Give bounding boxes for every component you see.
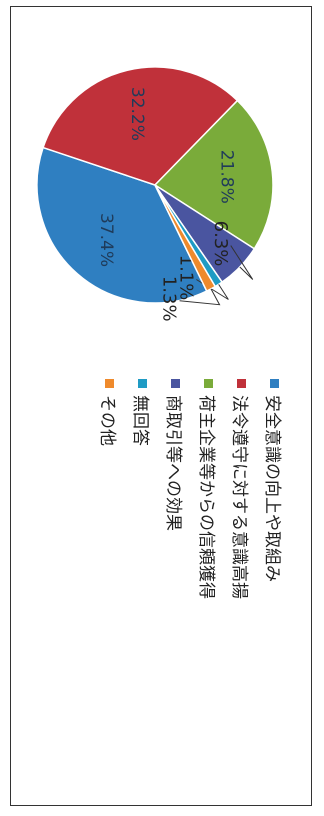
pie-slice <box>36 146 208 304</box>
pie-data-label: 21.8% <box>217 150 237 204</box>
legend-swatch <box>171 379 180 388</box>
legend-swatch <box>237 379 246 388</box>
pie-chart: 37.4% 32.2% 21.8% 6.3% 1.1%1.3% <box>36 66 274 322</box>
pie-data-label: 32.2% <box>127 87 147 141</box>
pie-data-label: 1.3% <box>159 276 180 322</box>
chart-frame: 37.4% 32.2% 21.8% 6.3% 1.1% 1.3% 安全意識の向上や取組み … <box>10 6 312 806</box>
pie-data-label: 37.4% <box>96 213 116 267</box>
leader-line <box>179 288 221 306</box>
pie-slice <box>154 184 217 293</box>
legend-swatch <box>270 379 279 388</box>
legend-label: 無回答 <box>130 395 150 446</box>
legend-swatch <box>204 379 213 388</box>
leader-line <box>230 245 254 280</box>
legend-swatch <box>105 379 114 388</box>
pie-data-label: 6.3% <box>210 221 231 267</box>
legend-label: その他 <box>97 395 117 446</box>
legend-swatch <box>138 379 147 388</box>
pie-data-label: 1.1% <box>175 255 196 301</box>
legend-item-compliance: 法令遵守に対する意識高揚 <box>229 379 254 599</box>
pie-slice <box>42 66 239 186</box>
legend-item-trust: 荷主企業等からの信頼獲得 <box>196 379 221 599</box>
legend-label: 商取引等への効果 <box>163 395 183 531</box>
legend-item-other: その他 <box>97 379 122 446</box>
legend-label: 荷主企業等からの信頼獲得 <box>196 395 216 599</box>
legend-item-safety: 安全意識の向上や取組み <box>262 379 287 582</box>
pie-slice <box>153 99 274 250</box>
legend-item-commerce: 商取引等への効果 <box>163 379 188 531</box>
legend-item-no-answer: 無回答 <box>130 379 155 446</box>
legend-label: 法令遵守に対する意識高揚 <box>229 395 249 599</box>
rotated-chart: 37.4% 32.2% 21.8% 6.3% 1.1% 1.3% 安全意識の向上や取組み … <box>11 7 313 807</box>
legend-label: 安全意識の向上や取組み <box>262 395 282 582</box>
